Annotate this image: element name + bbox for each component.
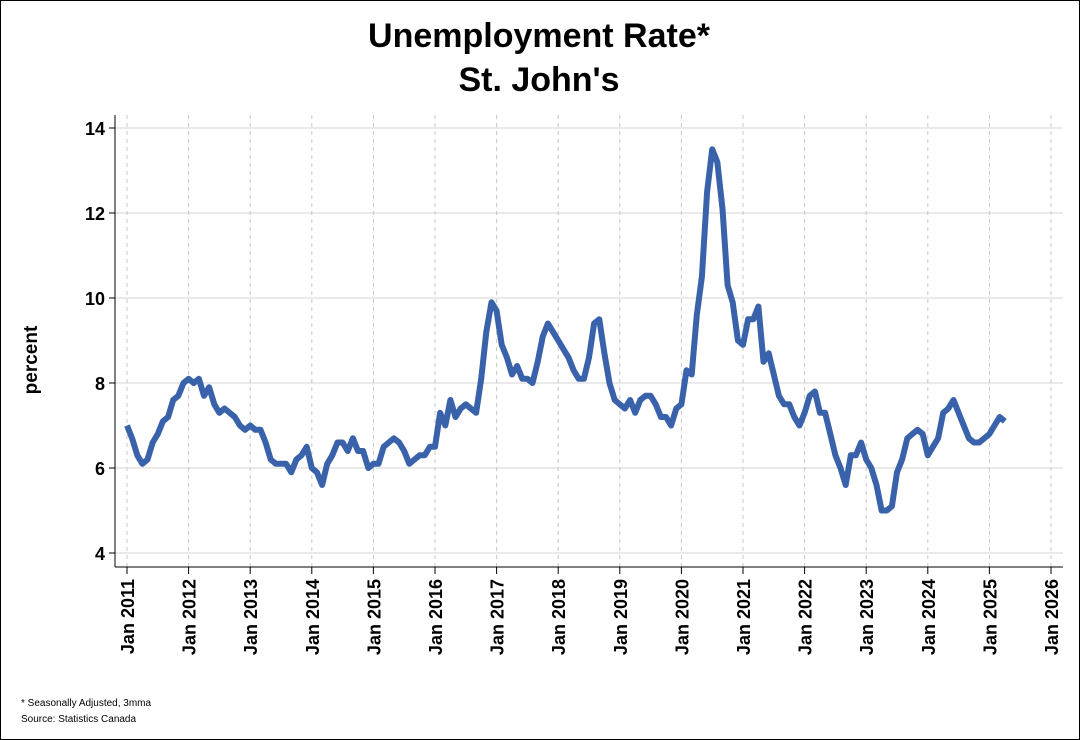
x-tick-label: Jan 2021 <box>734 579 754 655</box>
x-tick-label: Jan 2012 <box>180 579 200 655</box>
y-tick-label: 6 <box>95 459 105 479</box>
x-tick-label: Jan 2025 <box>980 579 1000 655</box>
chart-subtitle: St. John's <box>458 61 620 99</box>
x-tick-label: Jan 2020 <box>672 579 692 655</box>
x-tick-label: Jan 2011 <box>118 579 138 654</box>
series-line <box>124 146 1007 514</box>
x-tick-label: Jan 2019 <box>611 579 631 655</box>
x-tick-label: Jan 2014 <box>303 579 323 655</box>
x-tick-label: Jan 2018 <box>549 579 569 655</box>
y-tick-label: 8 <box>95 374 105 394</box>
y-tick-label: 12 <box>85 204 105 224</box>
y-tick-label: 14 <box>85 119 105 139</box>
footnote-seasonal: * Seasonally Adjusted, 3mma <box>21 698 152 709</box>
x-tick-label: Jan 2015 <box>364 579 384 655</box>
x-tick-label: Jan 2013 <box>241 579 261 655</box>
x-tick-label: Jan 2017 <box>488 579 508 655</box>
x-tick-label: Jan 2022 <box>796 579 816 655</box>
x-tick-label: Jan 2023 <box>857 579 877 655</box>
x-tick-label: Jan 2026 <box>1042 579 1062 655</box>
y-tick-label: 10 <box>85 289 105 309</box>
chart-title: Unemployment Rate* <box>368 17 710 55</box>
footnote-source: Source: Statistics Canada <box>21 714 137 725</box>
x-tick-label: Jan 2016 <box>426 579 446 655</box>
x-tick-label: Jan 2024 <box>919 579 939 655</box>
y-tick-label: 4 <box>95 544 105 564</box>
